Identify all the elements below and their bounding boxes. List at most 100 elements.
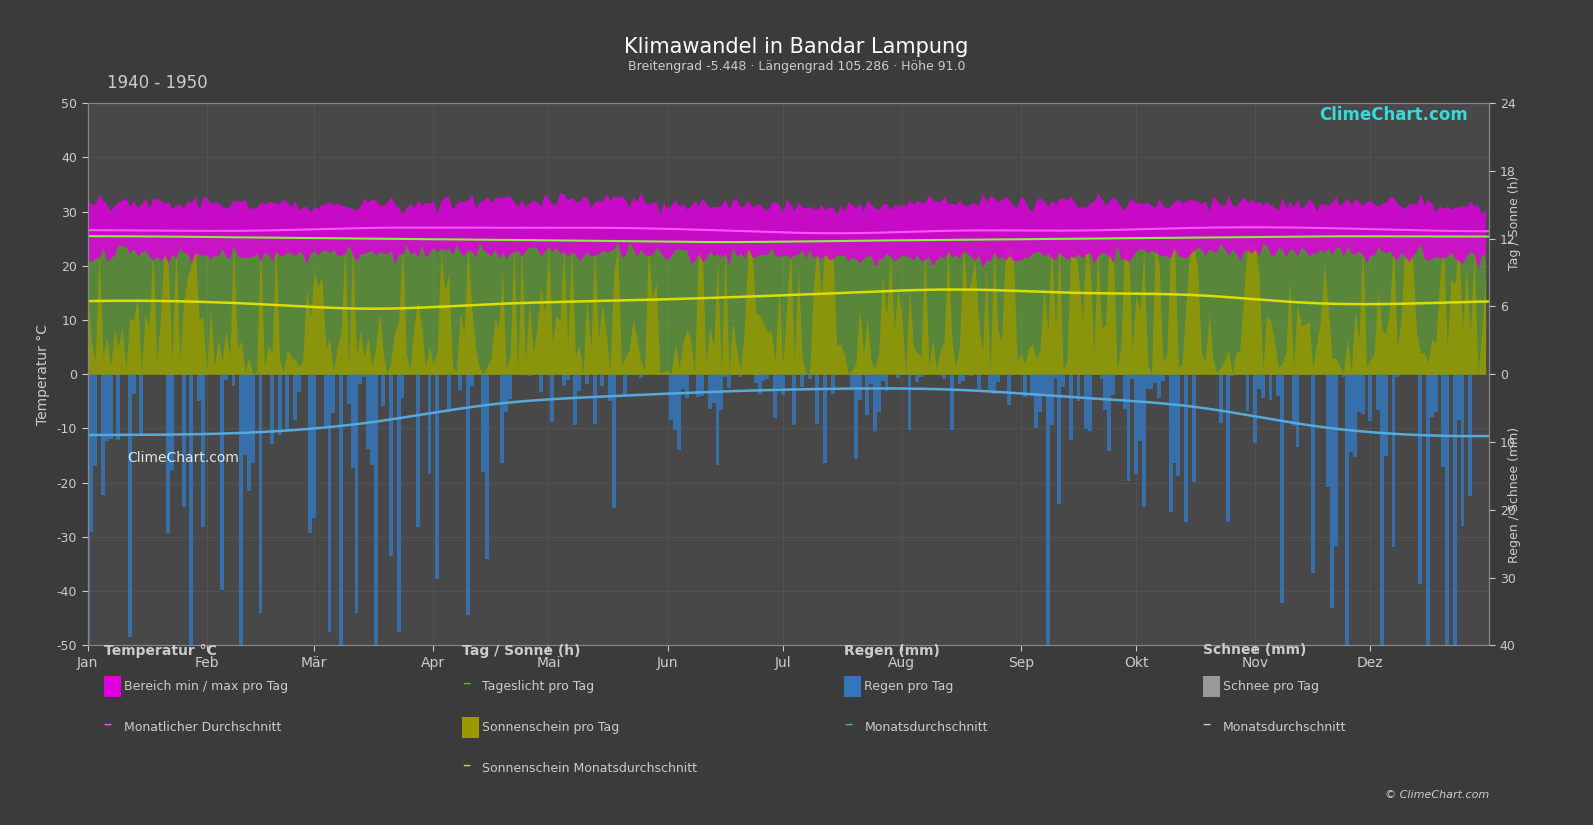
- Bar: [293, 375, 296, 420]
- Bar: [792, 375, 796, 425]
- Bar: [865, 375, 870, 415]
- Bar: [996, 375, 1000, 382]
- Bar: [870, 375, 873, 384]
- Bar: [1172, 375, 1177, 463]
- Bar: [593, 375, 596, 424]
- Bar: [347, 375, 350, 404]
- Text: Tag / Sonne (h): Tag / Sonne (h): [462, 644, 580, 658]
- Bar: [427, 375, 432, 474]
- Bar: [132, 375, 135, 394]
- Bar: [873, 375, 876, 431]
- Bar: [1311, 375, 1314, 573]
- Bar: [1184, 375, 1188, 522]
- Bar: [1104, 375, 1107, 411]
- Bar: [446, 375, 451, 412]
- Bar: [323, 375, 328, 427]
- Bar: [500, 375, 505, 464]
- Bar: [753, 375, 758, 383]
- Bar: [1230, 375, 1235, 376]
- Bar: [182, 375, 185, 507]
- Bar: [1469, 375, 1472, 496]
- Bar: [1295, 375, 1300, 447]
- Bar: [1246, 375, 1249, 411]
- Bar: [669, 375, 674, 421]
- Bar: [277, 375, 282, 435]
- Bar: [328, 375, 331, 632]
- Bar: [758, 375, 761, 394]
- Bar: [680, 375, 685, 389]
- Bar: [881, 375, 884, 381]
- Bar: [919, 375, 922, 377]
- Bar: [707, 375, 712, 409]
- Bar: [1445, 375, 1450, 689]
- Text: Monatsdurchschnitt: Monatsdurchschnitt: [1223, 721, 1346, 734]
- Bar: [816, 375, 819, 423]
- Bar: [116, 375, 119, 440]
- Bar: [1357, 375, 1360, 412]
- Bar: [1349, 375, 1352, 452]
- Bar: [1333, 375, 1338, 545]
- Bar: [1352, 375, 1357, 457]
- Text: ClimeChart.com: ClimeChart.com: [127, 451, 239, 464]
- Bar: [1058, 375, 1061, 504]
- Bar: [1157, 375, 1161, 398]
- Bar: [585, 375, 589, 384]
- Bar: [486, 375, 489, 559]
- Bar: [1262, 375, 1265, 398]
- Bar: [389, 375, 393, 556]
- Bar: [551, 375, 554, 422]
- Bar: [331, 375, 336, 412]
- Bar: [1126, 375, 1131, 481]
- Bar: [612, 375, 616, 508]
- Bar: [957, 375, 961, 384]
- Bar: [916, 375, 919, 382]
- Bar: [166, 375, 170, 533]
- Bar: [94, 375, 97, 466]
- Bar: [247, 375, 250, 491]
- Bar: [851, 375, 854, 388]
- Bar: [362, 375, 366, 376]
- Bar: [1380, 375, 1384, 658]
- Bar: [505, 375, 508, 412]
- Bar: [1169, 375, 1172, 512]
- Bar: [1384, 375, 1388, 456]
- Bar: [601, 375, 604, 386]
- Bar: [1292, 375, 1295, 426]
- Bar: [225, 375, 228, 380]
- Bar: [381, 375, 386, 407]
- Bar: [1276, 375, 1281, 396]
- Bar: [170, 375, 174, 470]
- Bar: [832, 375, 835, 394]
- Bar: [992, 375, 996, 394]
- Bar: [1434, 375, 1437, 412]
- Bar: [1330, 375, 1333, 608]
- Bar: [1131, 375, 1134, 380]
- Text: Regen / Schnee (mm): Regen / Schnee (mm): [1509, 427, 1521, 563]
- Text: Bereich min / max pro Tag: Bereich min / max pro Tag: [124, 680, 288, 693]
- Bar: [977, 375, 981, 389]
- Text: Schnee pro Tag: Schnee pro Tag: [1223, 680, 1319, 693]
- Bar: [285, 375, 290, 431]
- Bar: [1418, 375, 1423, 584]
- Bar: [1007, 375, 1012, 404]
- Text: Temperatur °C: Temperatur °C: [104, 644, 217, 658]
- Bar: [766, 375, 769, 379]
- Text: Tag / Sonne (h): Tag / Sonne (h): [1509, 176, 1521, 270]
- Bar: [1426, 375, 1431, 664]
- Bar: [1047, 375, 1050, 713]
- Bar: [201, 375, 205, 527]
- Bar: [358, 375, 362, 384]
- Bar: [397, 375, 400, 632]
- Bar: [239, 375, 244, 771]
- Bar: [701, 375, 704, 396]
- Bar: [674, 375, 677, 430]
- Bar: [1061, 375, 1066, 388]
- Text: Tageslicht pro Tag: Tageslicht pro Tag: [483, 680, 594, 693]
- Bar: [1142, 375, 1145, 507]
- Bar: [1137, 375, 1142, 441]
- Bar: [1458, 375, 1461, 420]
- Bar: [1360, 375, 1365, 414]
- Bar: [108, 375, 113, 439]
- Bar: [1227, 375, 1230, 522]
- Bar: [1192, 375, 1196, 483]
